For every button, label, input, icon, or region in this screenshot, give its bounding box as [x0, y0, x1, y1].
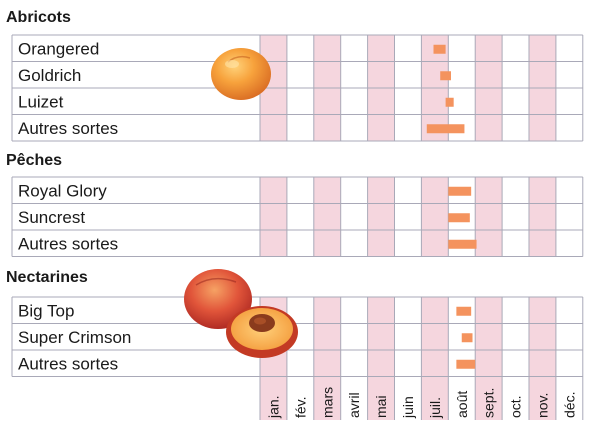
month-stripe	[475, 297, 503, 420]
row-label: Orangered	[18, 40, 99, 59]
harvest-bar	[426, 124, 465, 134]
row-label: Super Crimson	[18, 328, 131, 347]
month-label: oct.	[508, 395, 524, 418]
month-label: jan.	[265, 395, 281, 419]
harvest-bar	[445, 97, 454, 107]
month-label: nov.	[534, 393, 550, 418]
month-stripe	[421, 177, 449, 257]
row-label: Suncrest	[18, 208, 85, 227]
harvest-bar	[461, 333, 473, 343]
month-label: juin	[400, 396, 416, 419]
group-title-0: Abricots	[6, 9, 71, 26]
harvest-bar	[440, 71, 451, 81]
month-stripe	[367, 177, 395, 257]
harvest-bar	[456, 306, 472, 316]
harvest-bar	[448, 239, 477, 249]
month-stripe	[475, 177, 503, 257]
month-stripe	[529, 297, 556, 420]
month-label: juil.	[427, 397, 443, 419]
row-label: Autres sortes	[18, 235, 118, 254]
month-stripe	[421, 297, 449, 420]
month-stripe	[313, 177, 341, 257]
row-label: Goldrich	[18, 66, 81, 85]
month-stripe	[367, 297, 395, 420]
group-title-2: Nectarines	[6, 269, 88, 286]
nectarine-half-illustration	[226, 306, 298, 358]
harvest-bar	[456, 359, 476, 369]
row-label: Luizet	[18, 93, 64, 112]
month-label: avril	[346, 392, 362, 418]
row-label: Big Top	[18, 302, 74, 321]
group-title-1: Pêches	[6, 152, 62, 169]
month-label: déc.	[561, 392, 577, 418]
month-label: mars	[319, 387, 335, 418]
row-label: Royal Glory	[18, 182, 107, 201]
month-label: août	[454, 391, 470, 418]
month-label: sept.	[481, 388, 497, 418]
month-label: mai	[373, 395, 389, 418]
nectarine-illustration	[184, 269, 252, 329]
harvest-bar	[433, 44, 446, 54]
apricot-illustration	[211, 48, 271, 100]
harvest-bar	[448, 213, 470, 223]
month-label: fév.	[292, 396, 308, 418]
month-stripe	[529, 177, 556, 257]
row-label: Autres sortes	[18, 119, 118, 138]
month-stripe	[260, 177, 287, 257]
harvest-bar	[448, 186, 472, 196]
month-stripe	[313, 297, 341, 420]
row-label: Autres sortes	[18, 355, 118, 374]
